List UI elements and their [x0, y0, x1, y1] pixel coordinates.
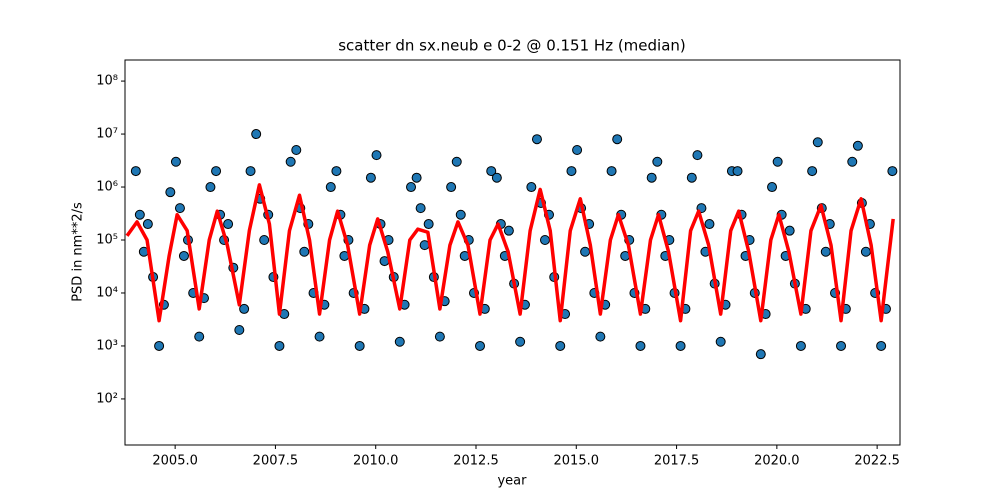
scatter-point	[134, 209, 145, 220]
scatter-point	[455, 209, 466, 220]
scatter-point	[234, 325, 245, 336]
scatter-point	[291, 145, 302, 156]
scatter-point	[784, 225, 795, 236]
x-tick-label: 2012.5	[453, 454, 499, 469]
x-tick-label: 2017.5	[654, 454, 700, 469]
x-tick-label: 2015.0	[554, 454, 600, 469]
scatter-point	[715, 336, 726, 347]
scatter-point	[154, 340, 165, 351]
scatter-point	[406, 182, 417, 193]
scatter-point	[539, 235, 550, 246]
scatter-point	[354, 340, 365, 351]
scatter-point	[314, 331, 325, 342]
scatter-point	[732, 166, 743, 177]
scatter-point	[259, 235, 270, 246]
scatter-point	[887, 166, 898, 177]
x-tick-label: 2020.0	[754, 454, 800, 469]
y-tick-label: 10³	[96, 338, 118, 353]
scatter-point	[299, 246, 310, 257]
scatter-point	[852, 140, 863, 151]
scatter-point	[572, 145, 583, 156]
scatter-point	[178, 250, 189, 261]
scatter-point	[205, 182, 216, 193]
scatter-point	[285, 156, 296, 167]
x-tick-label: 2010.0	[353, 454, 399, 469]
scatter-point	[394, 336, 405, 347]
scatter-point	[451, 156, 462, 167]
scatter-point	[606, 166, 617, 177]
scatter-point	[515, 336, 526, 347]
scatter-point	[486, 166, 497, 177]
scatter-point	[491, 172, 502, 183]
chart-title: scatter dn sx.neub e 0-2 @ 0.151 Hz (med…	[338, 37, 686, 55]
scatter-point	[772, 156, 783, 167]
scatter-point	[755, 349, 766, 360]
scatter-point	[531, 134, 542, 145]
y-tick-label: 10⁶	[96, 180, 118, 195]
x-tick-label: 2022.5	[854, 454, 900, 469]
scatter-point	[170, 156, 181, 167]
y-tick-label: 10⁷	[96, 127, 118, 142]
scatter-point	[325, 182, 336, 193]
scatter-point	[652, 156, 663, 167]
plot-frame	[124, 59, 901, 446]
x-tick-label: 2007.5	[253, 454, 299, 469]
scatter-point	[130, 166, 141, 177]
scatter-point	[475, 340, 486, 351]
plot-area	[125, 129, 898, 360]
scatter-point	[675, 340, 686, 351]
scatter-point	[434, 331, 445, 342]
scatter-point	[411, 172, 422, 183]
scatter-point	[860, 246, 871, 257]
scatter-point	[245, 166, 256, 177]
y-axis-label: PSD in nm**2/s	[71, 202, 86, 302]
scatter-point	[767, 182, 778, 193]
scatter-point	[646, 172, 657, 183]
scatter-point	[194, 331, 205, 342]
scatter-point	[820, 246, 831, 257]
scatter-point	[415, 203, 426, 214]
median-line	[125, 183, 895, 323]
scatter-point	[331, 166, 342, 177]
scatter-point	[526, 182, 537, 193]
scatter-point	[251, 129, 262, 140]
y-tick-label: 10⁵	[96, 233, 118, 248]
scatter-point	[635, 340, 646, 351]
scatter-point	[555, 340, 566, 351]
scatter-point	[174, 203, 185, 214]
scatter-point	[223, 219, 234, 230]
scatter-point	[239, 303, 250, 314]
scatter-point	[807, 166, 818, 177]
y-tick-label: 10⁴	[96, 285, 118, 300]
scatter-point	[595, 331, 606, 342]
scatter-point	[686, 172, 697, 183]
scatter-point	[503, 225, 514, 236]
scatter-point	[446, 182, 457, 193]
scatter-point	[795, 340, 806, 351]
scatter-point	[812, 137, 823, 148]
scatter-point	[371, 150, 382, 161]
scatter-point	[423, 219, 434, 230]
scatter-point	[692, 150, 703, 161]
scatter-point	[580, 246, 591, 257]
y-tick-label: 10⁸	[96, 74, 118, 89]
y-tick-label: 10²	[96, 391, 118, 406]
scatter-point	[211, 166, 222, 177]
scatter-point	[612, 134, 623, 145]
scatter-point	[365, 172, 376, 183]
scatter-point	[847, 156, 858, 167]
scatter-point	[274, 340, 285, 351]
x-tick-label: 2005.0	[152, 454, 198, 469]
scatter-point	[704, 219, 715, 230]
scatter-point	[836, 340, 847, 351]
scatter-point	[142, 219, 153, 230]
scatter-point	[566, 166, 577, 177]
scatter-point	[876, 340, 887, 351]
scatter-point	[165, 187, 176, 198]
x-axis-label: year	[497, 474, 527, 489]
